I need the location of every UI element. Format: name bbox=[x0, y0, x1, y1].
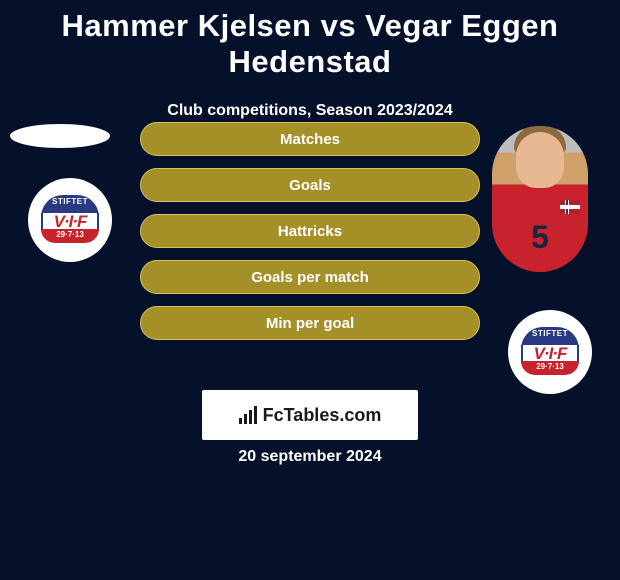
date-label: 20 september 2024 bbox=[0, 448, 620, 466]
stat-row: Goals bbox=[140, 168, 480, 202]
branding-label: FcTables.com bbox=[263, 405, 382, 426]
shield-bottom-text: 29·7·13 bbox=[521, 361, 579, 375]
right-club-badge: STIFTET V·I·F 29·7·13 bbox=[508, 310, 592, 394]
stat-row: Min per goal bbox=[140, 306, 480, 340]
branding-badge: FcTables.com bbox=[202, 390, 418, 440]
norway-flag-icon bbox=[560, 200, 580, 214]
bar-chart-icon bbox=[239, 406, 259, 424]
stat-row: Goals per match bbox=[140, 260, 480, 294]
club-shield-icon: STIFTET V·I·F 29·7·13 bbox=[521, 327, 579, 377]
page-title: Hammer Kjelsen vs Vegar Eggen Hedenstad bbox=[0, 0, 620, 80]
player-head-icon bbox=[516, 132, 564, 188]
right-player-photo: 5 bbox=[492, 126, 588, 272]
left-club-badge: STIFTET V·I·F 29·7·13 bbox=[28, 178, 112, 262]
shield-bottom-text: 29·7·13 bbox=[41, 229, 99, 243]
left-player-placeholder bbox=[10, 124, 110, 148]
stat-row: Matches bbox=[140, 122, 480, 156]
club-shield-icon: STIFTET V·I·F 29·7·13 bbox=[41, 195, 99, 245]
shirt-number: 5 bbox=[492, 219, 588, 256]
stats-panel: Matches Goals Hattricks Goals per match … bbox=[140, 122, 480, 352]
stat-row: Hattricks bbox=[140, 214, 480, 248]
subtitle: Club competitions, Season 2023/2024 bbox=[0, 102, 620, 120]
